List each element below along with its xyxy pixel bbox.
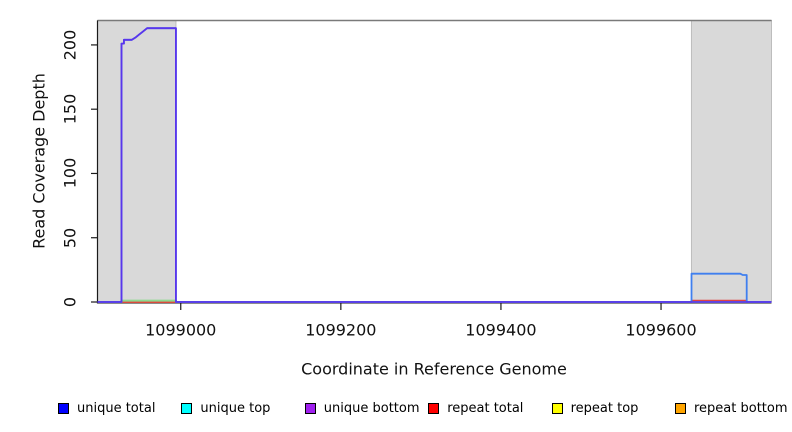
legend-label: unique top [200,400,271,416]
x-tick-label: 1099200 [305,320,377,340]
legend-item-repeat-total: repeat total [428,400,523,416]
y-tick-label: 0 [60,296,80,308]
series-line-unique-total [97,27,772,303]
legend-item-repeat-bottom: repeat bottom [675,400,788,416]
legend-swatch-icon [428,402,440,414]
legend-item-unique-bottom: unique bottom [304,400,420,416]
legend-label: repeat total [447,400,524,416]
y-tick-label: 100 [60,158,80,189]
y-axis-title: Read Coverage Depth [29,73,49,249]
legend-swatch-icon [58,402,69,414]
y-tick-label: 150 [60,93,80,125]
legend-label: unique total [77,400,156,416]
x-tick-label: 1099000 [145,320,217,340]
series-line-unique-bottom [97,27,772,303]
legend-item-unique-top: unique top [181,400,270,416]
legend-label: repeat bottom [694,400,788,416]
legend-swatch-icon [551,402,563,414]
x-tick-label: 1099600 [625,320,697,340]
legend-label: unique bottom [323,400,420,416]
y-tick-label: 50 [60,227,80,248]
legend-item-unique-total: unique total [58,400,155,416]
legend-item-repeat-top: repeat top [551,400,639,416]
x-axis-title: Coordinate in Reference Genome [301,359,567,379]
legend-label: repeat top [570,400,639,416]
x-tick-label: 1099400 [465,320,537,340]
legend-swatch-icon [304,402,316,414]
masked-region-right [690,20,773,303]
legend-swatch-icon [181,402,193,414]
masked-region-left [97,20,177,303]
legend-swatch-icon [675,402,686,414]
y-tick-label: 200 [60,29,80,61]
